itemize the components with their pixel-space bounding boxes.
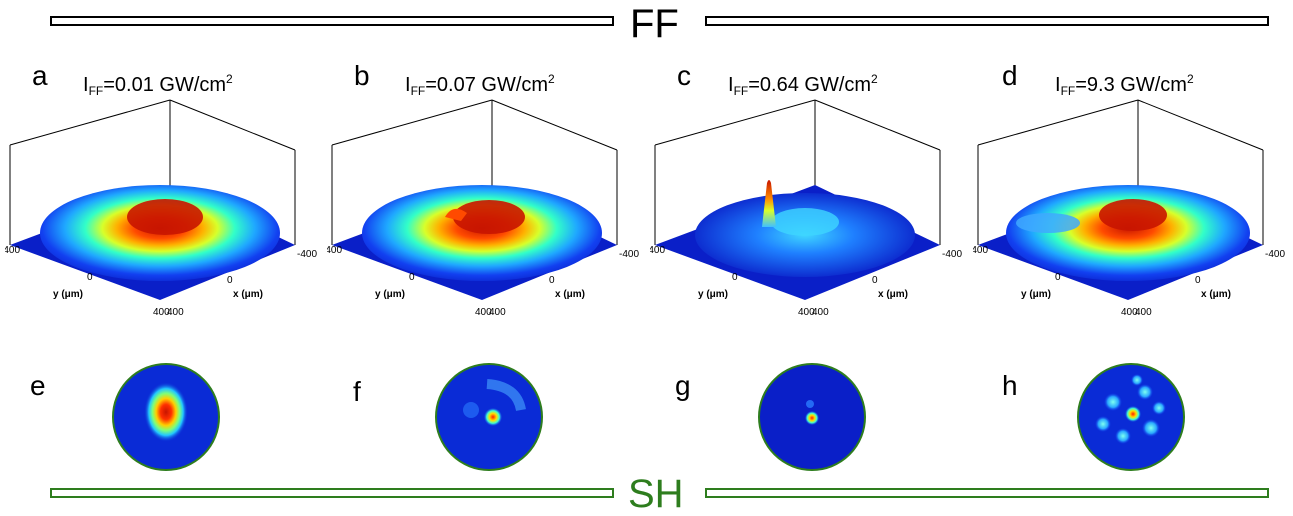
y-axis-label: y (μm) [698,289,728,300]
beam-spike [762,180,776,227]
y-axis-label: y (μm) [375,289,405,300]
panel-letter-f: f [353,376,361,407]
tick-y-mid: 0 [87,272,93,283]
x-axis-label: x (μm) [233,289,263,300]
tick-y-mid: 0 [409,272,415,283]
tick-x-max: 400 [167,307,184,318]
ff-banner-left-bar [50,16,614,26]
tick-x-mid: 0 [1195,275,1201,286]
surface-plot-d: -400 0 y (μm) 400 400 0 x (μm) -400 [973,99,1285,318]
tick-x-mid: 0 [872,275,878,286]
tick-x-max: 400 [812,307,829,318]
ff-banner-label: FF [630,2,679,46]
panel-letter-d: d [1002,60,1018,91]
sh-banner-right-bar [705,488,1269,498]
surface-plot-c: -400 0 y (μm) 400 400 0 x (μm) -400 [650,99,962,318]
y-axis-label: y (μm) [53,289,83,300]
tick-y-min: -400 [650,245,665,256]
tick-y-min: -400 [5,245,20,256]
tick-x-max: 400 [489,307,506,318]
beam-surface [1006,185,1250,281]
surface-plot-a: -400 0 y (μm) 400 400 0 x (μm) -400 [5,99,317,318]
tick-x-min: -400 [1265,249,1285,260]
panel-letter-h: h [1002,370,1018,401]
y-axis-label: y (μm) [1021,289,1051,300]
ff-banner-right-bar [705,16,1269,26]
panel-letter-a: a [32,60,48,91]
beam-shoulder [1016,213,1080,233]
axis-box [654,99,941,245]
beam-image-e [112,363,220,471]
beam-peak [453,200,525,234]
beam-peak [1099,199,1167,231]
intensity-label-d: IFF=9.3 GW/cm2 [1055,72,1194,98]
tick-y-min: -400 [327,245,342,256]
panel-letter-e: e [30,370,46,401]
tick-y-mid: 0 [1055,272,1061,283]
surface-plot-b: -400 0 y (μm) 400 400 0 x (μm) -400 [327,99,639,318]
intensity-label-b: IFF=0.07 GW/cm2 [405,72,555,98]
tick-x-min: -400 [942,249,962,260]
tick-y-max: 400 [475,307,492,318]
beam-image-f [435,363,543,471]
x-axis-label: x (μm) [1201,289,1231,300]
panel-letter-c: c [677,60,691,91]
tick-y-max: 400 [153,307,170,318]
tick-x-mid: 0 [227,275,233,286]
tick-y-mid: 0 [732,272,738,283]
x-axis-label: x (μm) [878,289,908,300]
tick-x-max: 400 [1135,307,1152,318]
axis-box [977,99,1264,245]
intensity-label-c: IFF=0.64 GW/cm2 [728,72,878,98]
tick-x-min: -400 [297,249,317,260]
beam-plateau [771,208,839,236]
tick-y-max: 400 [1121,307,1138,318]
panel-letter-b: b [354,60,370,91]
x-axis-label: x (μm) [555,289,585,300]
axis-box [9,99,296,245]
tick-y-min: -400 [973,245,988,256]
sh-banner-label: SH [628,472,684,516]
panel-letter-g: g [675,370,691,401]
sh-banner-left-bar [50,488,614,498]
axis-box [331,99,618,245]
beam-image-g [758,363,866,471]
tick-x-mid: 0 [549,275,555,286]
beam-image-h [1077,363,1185,471]
beam-notch [445,208,467,221]
tick-y-max: 400 [798,307,815,318]
beam-peak [127,199,203,235]
tick-x-min: -400 [619,249,639,260]
intensity-label-a: IFF=0.01 GW/cm2 [83,72,233,98]
